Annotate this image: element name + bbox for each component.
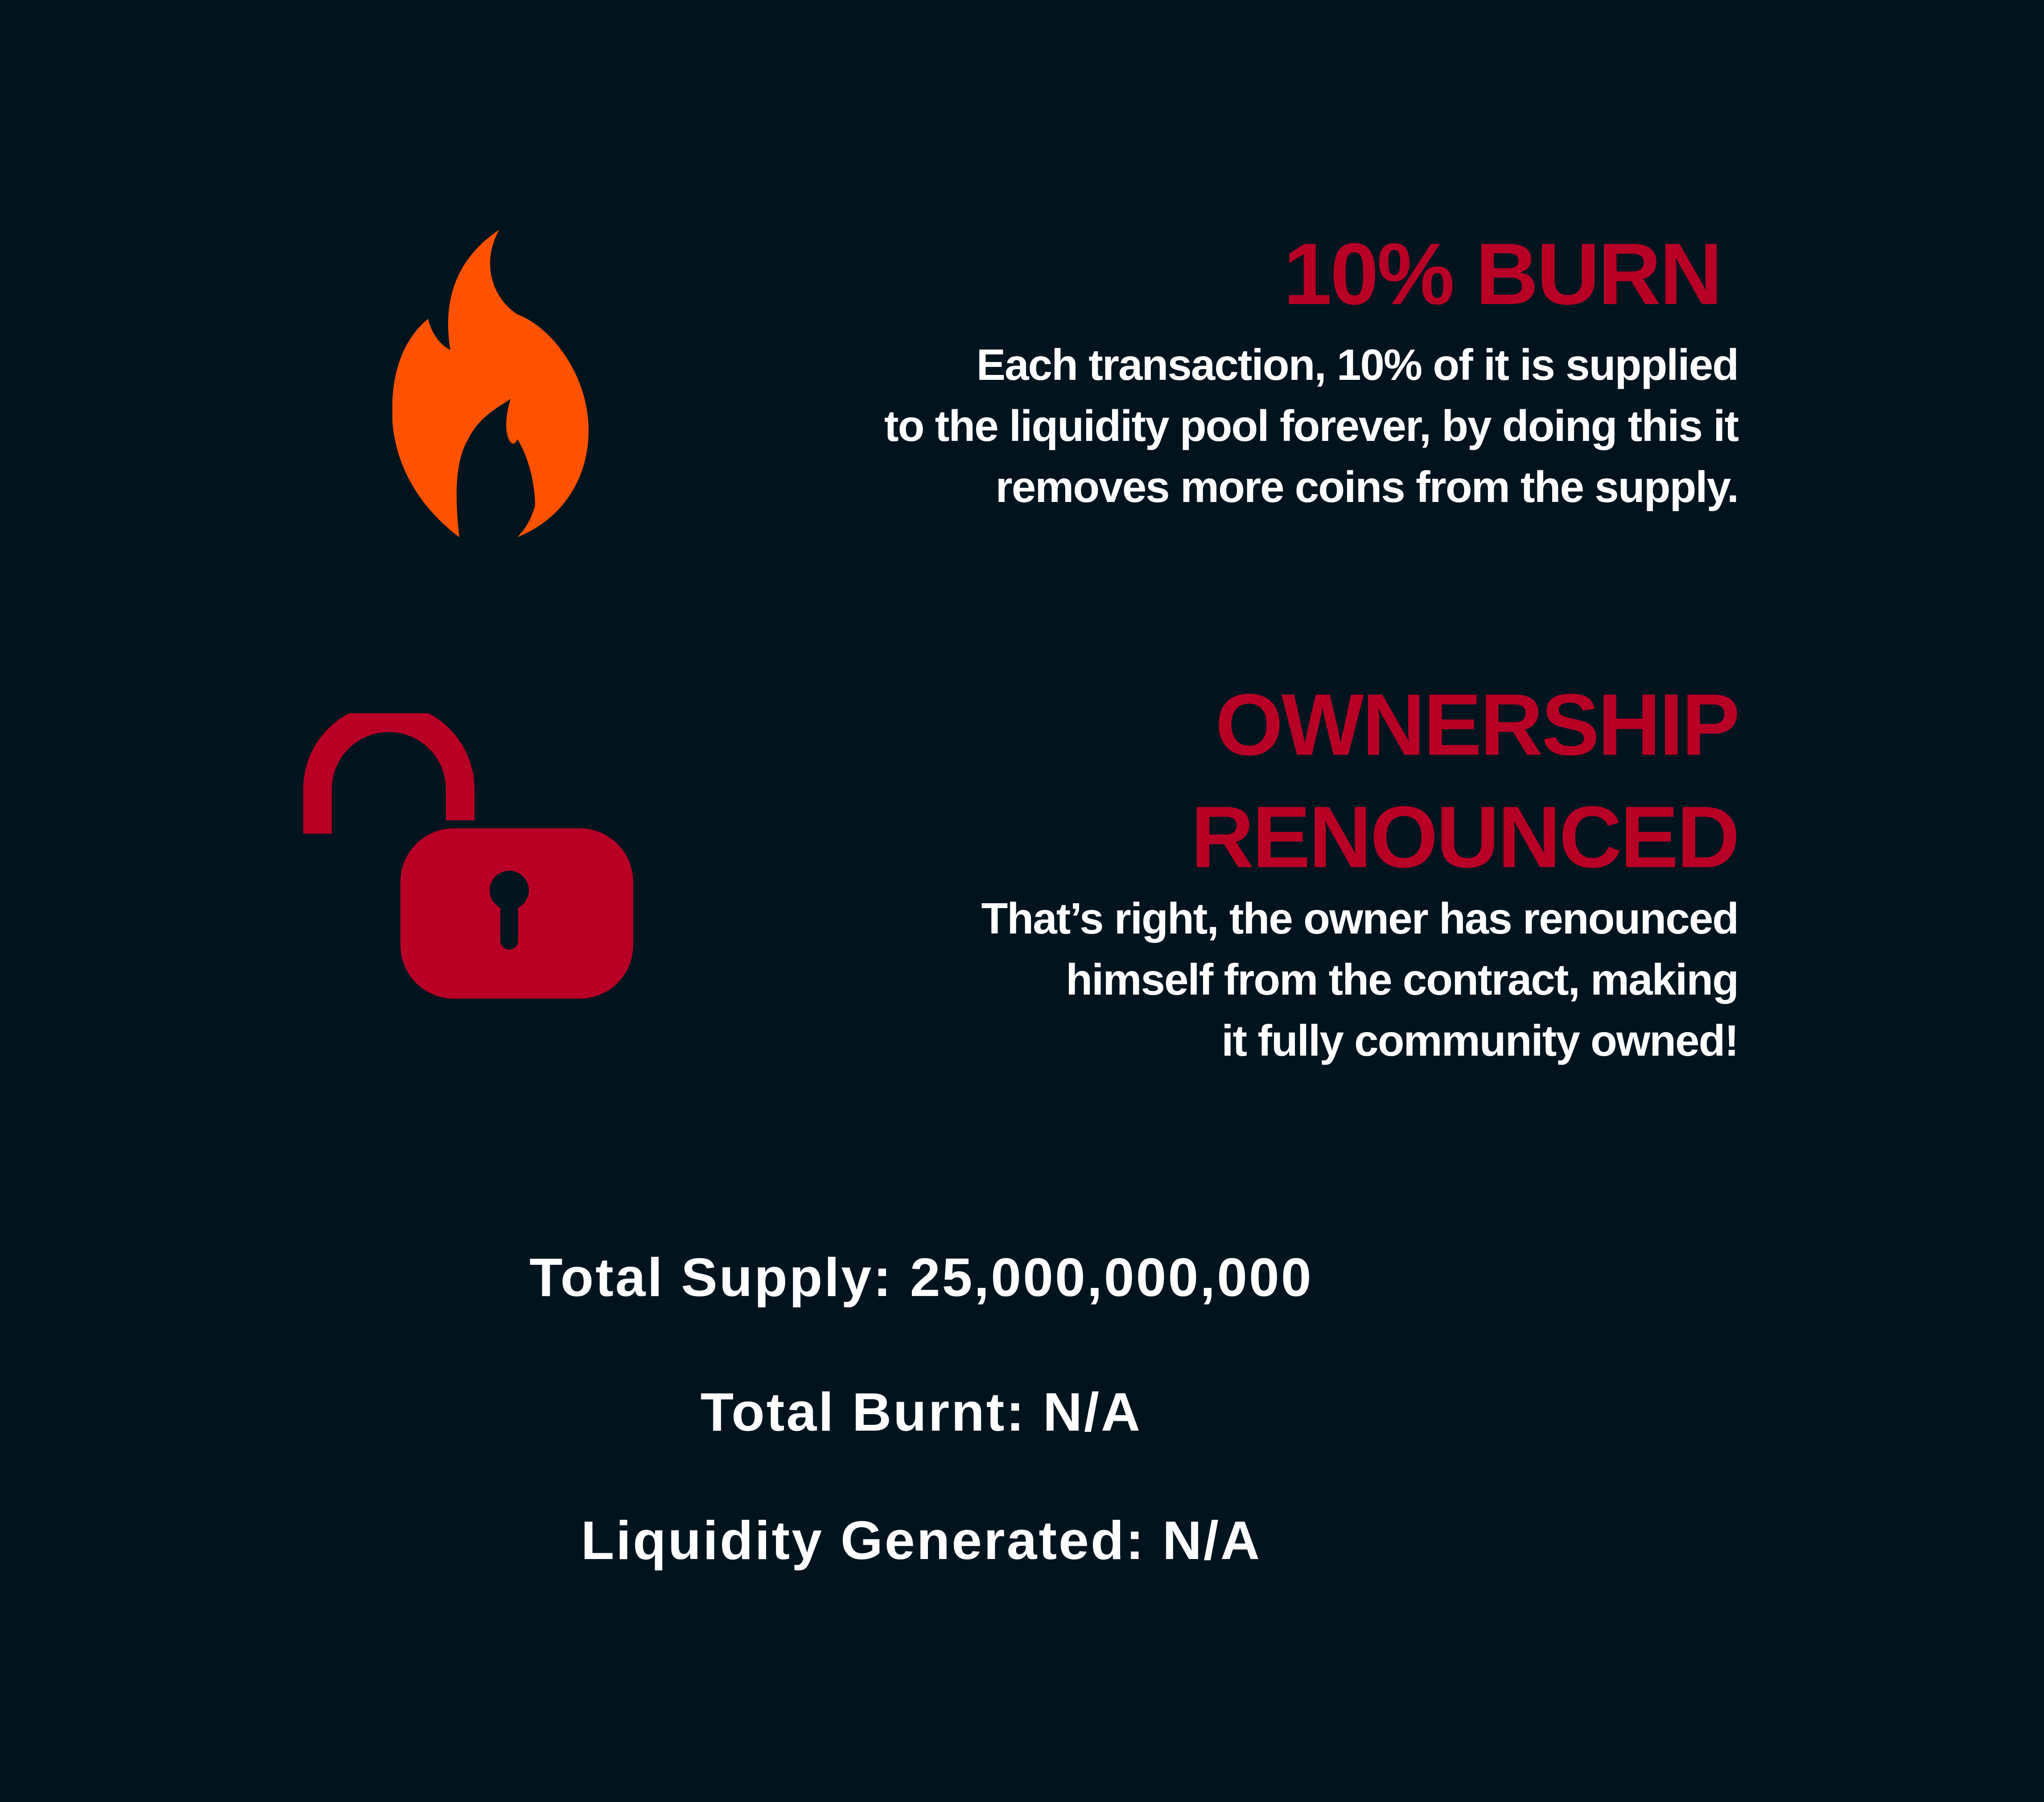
burn-title: 10% BURN [1283,225,1723,323]
ownership-title: OWNERSHIP RENOUNCED [1191,669,1740,893]
liquidity-generated-stat: Liquidity Generated: N/A [581,1510,1262,1571]
ownership-description-line: it fully community owned! [1221,1016,1739,1065]
unlocked-padlock-icon [303,713,633,999]
ownership-title-line: OWNERSHIP [1215,676,1740,773]
total-supply-stat: Total Supply: 25,000,000,000 [529,1247,1313,1308]
burn-description-line: Each transaction, 10% of it is supplied [976,340,1739,389]
ownership-description-line: That’s right, the owner has renounced [981,894,1739,943]
burn-description: Each transaction, 10% of it is supplied … [884,334,1739,518]
ownership-description: That’s right, the owner has renounced hi… [981,888,1739,1071]
flame-icon [392,230,589,537]
ownership-title-line: RENOUNCED [1191,788,1740,886]
total-burnt-stat: Total Burnt: N/A [700,1382,1142,1442]
ownership-description-line: himself from the contract, making [1066,955,1739,1004]
burn-description-line: to the liquidity pool forever, by doing … [884,401,1739,450]
burn-description-line: removes more coins from the supply. [995,462,1739,511]
